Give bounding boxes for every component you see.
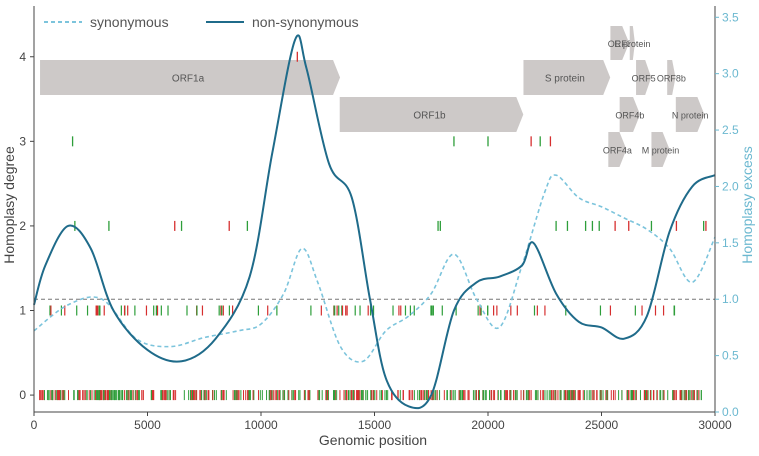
legend-label-synonymous: synonymous	[90, 14, 169, 30]
legend: synonymous non-synonymous	[44, 14, 359, 30]
right-y-tick-label: 3.0	[722, 67, 739, 81]
right-y-tick-label: 2.0	[722, 179, 739, 193]
x-tick-label: 5000	[134, 418, 161, 432]
gene-arrow	[651, 132, 670, 167]
right-y-tick-label: 1.0	[722, 292, 739, 306]
gene-label: ORF8b	[657, 74, 686, 84]
gene-arrow	[675, 97, 705, 132]
gene-arrow	[523, 60, 611, 95]
right-y-tick-label: 3.5	[722, 10, 739, 24]
gene-label: ORF5	[632, 74, 656, 84]
right-y-tick-label: 0.5	[722, 349, 739, 363]
x-tick-label: 15000	[358, 418, 392, 432]
gene-label: S protein	[545, 74, 585, 85]
gene-label: ORF4a	[603, 146, 632, 156]
series-line-synonymous	[33, 174, 716, 363]
gene-arrow	[667, 60, 676, 95]
left-y-tick-label: 3	[19, 134, 26, 148]
series-layer	[33, 34, 716, 410]
x-tick-label: 0	[31, 418, 38, 432]
x-tick-label: 20000	[471, 418, 505, 432]
gene-arrow	[608, 132, 627, 167]
x-tick-label: 10000	[244, 418, 278, 432]
gene-arrow	[40, 60, 341, 95]
gene-label: ORF1b	[413, 111, 446, 122]
gene-label: M protein	[642, 146, 680, 156]
left-y-axis-label: Homoplasy degree	[1, 146, 17, 264]
gene-arrow	[636, 60, 652, 95]
homoplasy-site-layer	[39, 51, 707, 401]
right-y-axis-label: Homoplasy excess	[739, 146, 755, 264]
right-y-tick-label: 2.5	[722, 123, 739, 137]
right-y-tick-label: 0.0	[722, 405, 739, 419]
left-y-tick-label: 1	[19, 304, 26, 318]
gene-arrow	[619, 97, 641, 132]
gene-label: ORF3	[608, 39, 632, 49]
left-y-tick-label: 0	[19, 388, 26, 402]
left-y-tick-label: 2	[19, 219, 26, 233]
gene-label: ORF4b	[615, 111, 644, 121]
left-y-tick-label: 4	[19, 50, 26, 64]
gene-arrow	[339, 97, 524, 132]
gene-arrow	[629, 26, 635, 60]
right-y-tick-label: 1.5	[722, 236, 739, 250]
gene-label: ORF1a	[172, 74, 205, 85]
legend-label-non-synonymous: non-synonymous	[252, 14, 359, 30]
gene-label: N protein	[672, 111, 709, 121]
gene-label: E protein	[614, 39, 650, 49]
x-tick-label: 30000	[698, 418, 732, 432]
series-line-non-synonymous	[33, 34, 716, 410]
axes-layer: 0 5000 10000 15000 20000 25000 30000 0 1 2 3 4 0.0 0.…	[19, 6, 739, 432]
x-axis-label: Genomic position	[319, 432, 427, 448]
gene-arrow	[610, 26, 630, 60]
x-tick-label: 25000	[585, 418, 619, 432]
